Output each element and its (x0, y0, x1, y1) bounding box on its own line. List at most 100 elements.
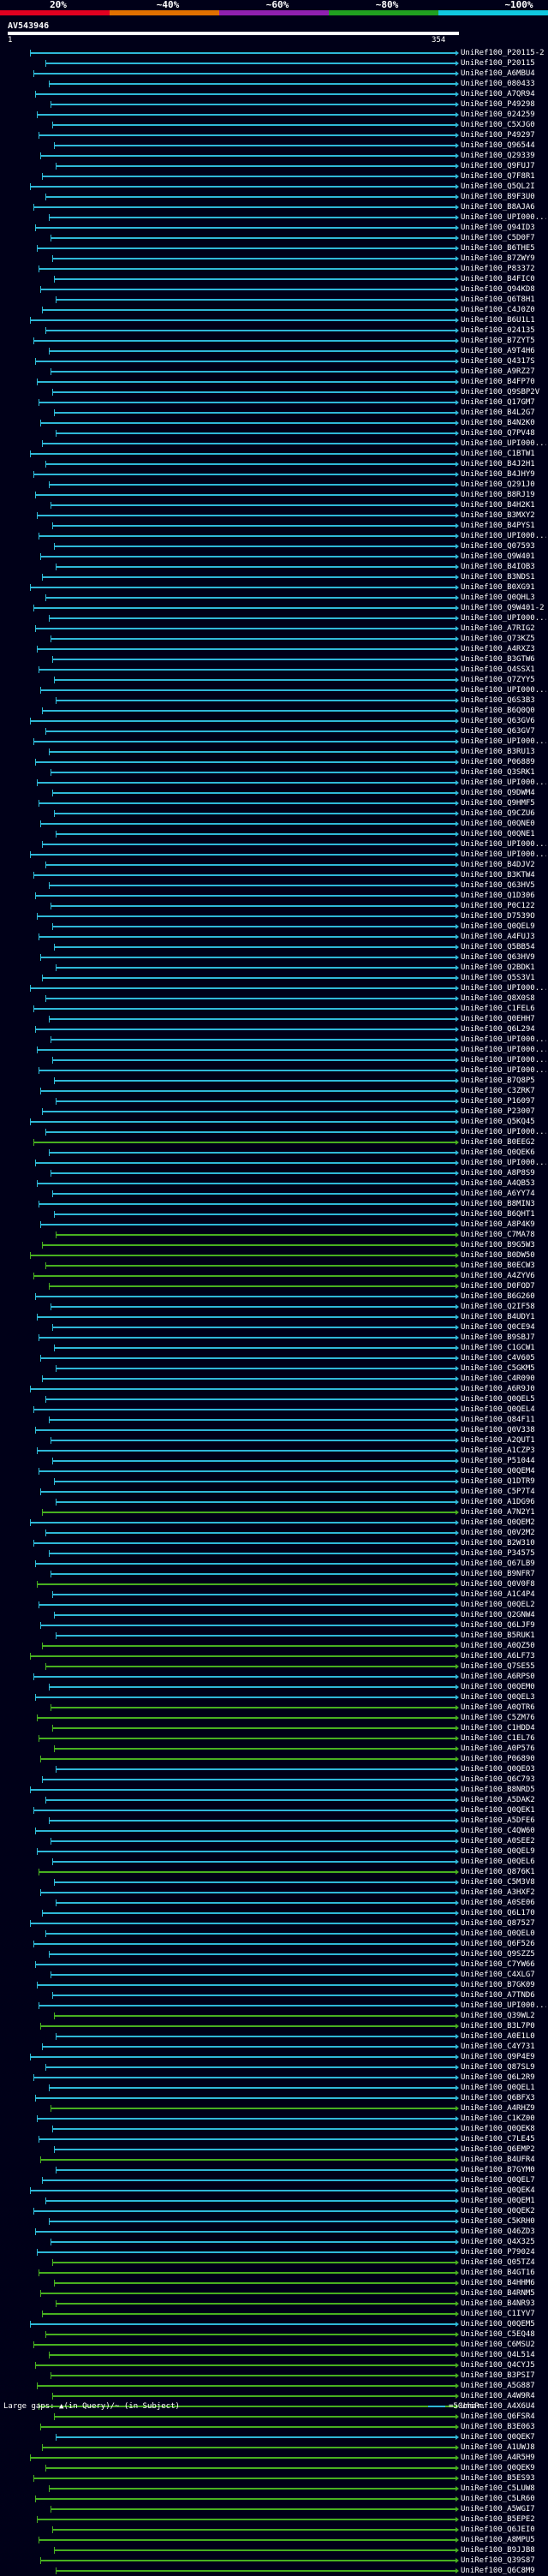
hit-row[interactable]: UniRef100_Q96544 (0, 140, 548, 151)
hit-alignment-bar[interactable] (30, 1121, 456, 1123)
hit-row[interactable]: UniRef100_Q7SE55 (0, 1661, 548, 1672)
hit-label-link[interactable]: UniRef100_C5P7T4 (461, 1488, 535, 1496)
hit-label-link[interactable]: UniRef100_080433 (461, 80, 535, 88)
hit-row[interactable]: UniRef100_Q0QEK4 (0, 2185, 548, 2196)
hit-alignment-bar[interactable] (49, 83, 456, 85)
hit-row[interactable]: UniRef100_Q3SRK1 (0, 767, 548, 778)
hit-alignment-bar[interactable] (39, 1738, 456, 1739)
hit-row[interactable]: UniRef100_A7N2Y1 (0, 1507, 548, 1518)
hit-label-link[interactable]: UniRef100_Q94ID3 (461, 224, 535, 232)
hit-row[interactable]: UniRef100_B6THE5 (0, 243, 548, 253)
hit-row[interactable]: UniRef100_B3GTW6 (0, 654, 548, 665)
hit-row[interactable]: UniRef100_B7GK09 (0, 1980, 548, 1990)
hit-alignment-bar[interactable] (54, 1080, 456, 1082)
hit-label-link[interactable]: UniRef100_B7ZWY9 (461, 254, 535, 263)
hit-alignment-bar[interactable] (49, 484, 456, 486)
hit-label-link[interactable]: UniRef100_A6LF73 (461, 1652, 535, 1661)
hit-alignment-bar[interactable] (37, 247, 456, 249)
hit-alignment-bar[interactable] (54, 2549, 456, 2551)
hit-label-link[interactable]: UniRef100_P16097 (461, 1097, 535, 1106)
hit-alignment-bar[interactable] (49, 1553, 456, 1554)
hit-alignment-bar[interactable] (54, 1213, 456, 1215)
hit-alignment-bar[interactable] (56, 833, 456, 835)
hit-row[interactable]: UniRef100_A6YY74 (0, 1189, 548, 1199)
hit-row[interactable]: UniRef100_Q0QEL5 (0, 1394, 548, 1404)
hit-alignment-bar[interactable] (51, 905, 456, 907)
hit-alignment-bar[interactable] (51, 1840, 456, 1842)
hit-label-link[interactable]: UniRef100_Q6EMP2 (461, 2145, 535, 2154)
hit-label-link[interactable]: UniRef100_B4PYS1 (461, 522, 535, 530)
hit-row[interactable]: UniRef100_UPI000... (0, 1045, 548, 1055)
hit-alignment-bar[interactable] (35, 1029, 456, 1030)
hit-row[interactable]: UniRef100_UPI000... (0, 1065, 548, 1076)
hit-alignment-bar[interactable] (42, 309, 456, 311)
hit-label-link[interactable]: UniRef100_Q4X325 (461, 2238, 535, 2246)
hit-label-link[interactable]: UniRef100_B6Q0Q0 (461, 707, 535, 715)
hit-row[interactable]: UniRef100_B4L2G7 (0, 408, 548, 418)
hit-label-link[interactable]: UniRef100_Q6C793 (461, 1775, 535, 1784)
hit-row[interactable]: UniRef100_B3RU13 (0, 747, 548, 757)
hit-row[interactable]: UniRef100_Q0QEK6 (0, 1148, 548, 1158)
hit-alignment-bar[interactable] (30, 987, 456, 989)
hit-row[interactable]: UniRef100_Q0QEM2 (0, 1518, 548, 1528)
hit-row[interactable]: UniRef100_C4Y731 (0, 2042, 548, 2052)
hit-alignment-bar[interactable] (40, 823, 456, 825)
hit-row[interactable]: UniRef100_Q0QEK7 (0, 2432, 548, 2442)
hit-alignment-bar[interactable] (49, 2087, 456, 2089)
hit-label-link[interactable]: UniRef100_B3GTW6 (461, 655, 535, 664)
hit-alignment-bar[interactable] (52, 2529, 456, 2531)
hit-label-link[interactable]: UniRef100_Q6F526 (461, 1940, 535, 1948)
hit-alignment-bar[interactable] (35, 361, 456, 362)
hit-alignment-bar[interactable] (33, 2077, 456, 2078)
hit-row[interactable]: UniRef100_Q6LJF9 (0, 1620, 548, 1631)
hit-alignment-bar[interactable] (52, 525, 456, 527)
hit-alignment-bar[interactable] (42, 1779, 456, 1780)
hit-alignment-bar[interactable] (37, 381, 456, 383)
hit-alignment-bar[interactable] (49, 1152, 456, 1154)
hit-label-link[interactable]: UniRef100_Q9DWM4 (461, 789, 535, 797)
hit-label-link[interactable]: UniRef100_Q6C8M9 (461, 2567, 535, 2575)
hit-label-link[interactable]: UniRef100_UPI000... (461, 213, 546, 222)
hit-label-link[interactable]: UniRef100_Q5BB54 (461, 943, 535, 951)
hit-row[interactable]: UniRef100_Q0V338 (0, 1425, 548, 1435)
hit-row[interactable]: UniRef100_B4N2K0 (0, 418, 548, 428)
hit-row[interactable]: UniRef100_B3PSI7 (0, 2370, 548, 2381)
hit-row[interactable]: UniRef100_A5G887 (0, 2381, 548, 2391)
hit-alignment-bar[interactable] (45, 1666, 456, 1667)
hit-alignment-bar[interactable] (49, 350, 456, 352)
hit-alignment-bar[interactable] (52, 1460, 456, 1462)
hit-label-link[interactable]: UniRef100_Q5S3V1 (461, 974, 535, 982)
hit-alignment-bar[interactable] (42, 1912, 456, 1914)
hit-row[interactable]: UniRef100_Q5BB54 (0, 942, 548, 952)
hit-label-link[interactable]: UniRef100_B5ES93 (461, 2474, 535, 2483)
hit-row[interactable]: UniRef100_A0P576 (0, 1744, 548, 1754)
hit-row[interactable]: UniRef100_C6MSU2 (0, 2340, 548, 2350)
hit-row[interactable]: UniRef100_P06889 (0, 757, 548, 767)
hit-row[interactable]: UniRef100_C1BTW1 (0, 449, 548, 459)
hit-row[interactable]: UniRef100_Q94KD8 (0, 284, 548, 295)
hit-alignment-bar[interactable] (42, 443, 456, 444)
hit-alignment-bar[interactable] (56, 1234, 456, 1236)
hit-alignment-bar[interactable] (45, 1398, 456, 1400)
hit-row[interactable]: UniRef100_Q84F11 (0, 1415, 548, 1425)
hit-label-link[interactable]: UniRef100_B4UDY1 (461, 1313, 535, 1321)
hit-row[interactable]: UniRef100_P49297 (0, 130, 548, 140)
hit-row[interactable]: UniRef100_UPI000... (0, 2001, 548, 2011)
hit-alignment-bar[interactable] (35, 1563, 456, 1565)
hit-label-link[interactable]: UniRef100_B7ZYT5 (461, 337, 535, 345)
hit-alignment-bar[interactable] (54, 1347, 456, 1349)
hit-label-link[interactable]: UniRef100_A5WGI7 (461, 2505, 535, 2513)
hit-alignment-bar[interactable] (52, 2395, 456, 2397)
hit-label-link[interactable]: UniRef100_Q6LJF9 (461, 1621, 535, 1630)
hit-label-link[interactable]: UniRef100_Q7F8R1 (461, 172, 535, 181)
hit-label-link[interactable]: UniRef100_A4QB53 (461, 1179, 535, 1188)
hit-alignment-bar[interactable] (39, 402, 456, 403)
hit-alignment-bar[interactable] (35, 2498, 456, 2500)
hit-row[interactable]: UniRef100_B0EEG2 (0, 1137, 548, 1148)
hit-alignment-bar[interactable] (49, 617, 456, 619)
hit-alignment-bar[interactable] (33, 2210, 456, 2212)
hit-alignment-bar[interactable] (54, 679, 456, 681)
hit-alignment-bar[interactable] (45, 2334, 456, 2335)
hit-alignment-bar[interactable] (35, 895, 456, 897)
hit-alignment-bar[interactable] (40, 2293, 456, 2294)
